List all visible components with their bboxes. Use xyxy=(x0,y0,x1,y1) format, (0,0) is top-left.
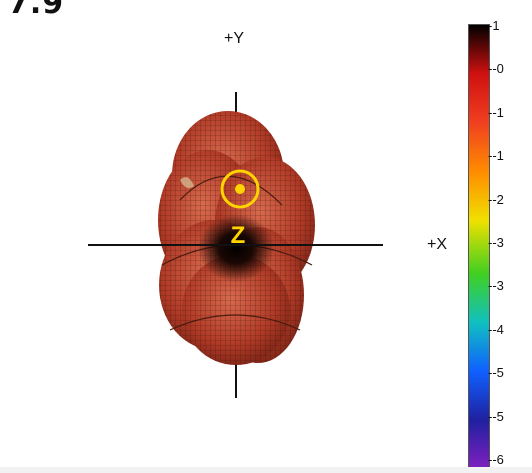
colorbar xyxy=(468,24,490,470)
colorbar-tick-label: --6 xyxy=(488,452,504,467)
colorbar-tick-label: --4 xyxy=(488,321,504,337)
z-marker-label: Z xyxy=(231,222,246,249)
pattern-core xyxy=(198,214,274,282)
x-axis-label: +X xyxy=(427,236,448,253)
pattern-lobes xyxy=(158,111,315,365)
light-fringe xyxy=(180,177,194,188)
bottom-strip xyxy=(0,467,532,473)
colorbar-tick-label: --1 xyxy=(488,148,504,164)
lobe-edge-lower xyxy=(169,314,301,331)
colorbar-tick-label: --1 xyxy=(488,104,504,120)
colorbar-tick-label: --5 xyxy=(488,408,504,424)
colorbar-tick-label: --3 xyxy=(488,278,504,294)
colorbar-tick-label: --2 xyxy=(488,191,504,207)
z-axis-marker: Z xyxy=(220,169,260,249)
colorbar-tick-label: --0 xyxy=(488,61,504,77)
colorbar-tick-label: -1 xyxy=(488,18,500,33)
z-marker-dot xyxy=(235,184,245,194)
colorbar-tick-label: --3 xyxy=(488,235,504,250)
figure-corner-label: 7.9 xyxy=(8,0,65,21)
y-axis-label: +Y xyxy=(224,30,245,47)
z-marker-ring xyxy=(220,169,260,209)
colorbar-tick-label: --5 xyxy=(488,365,504,381)
